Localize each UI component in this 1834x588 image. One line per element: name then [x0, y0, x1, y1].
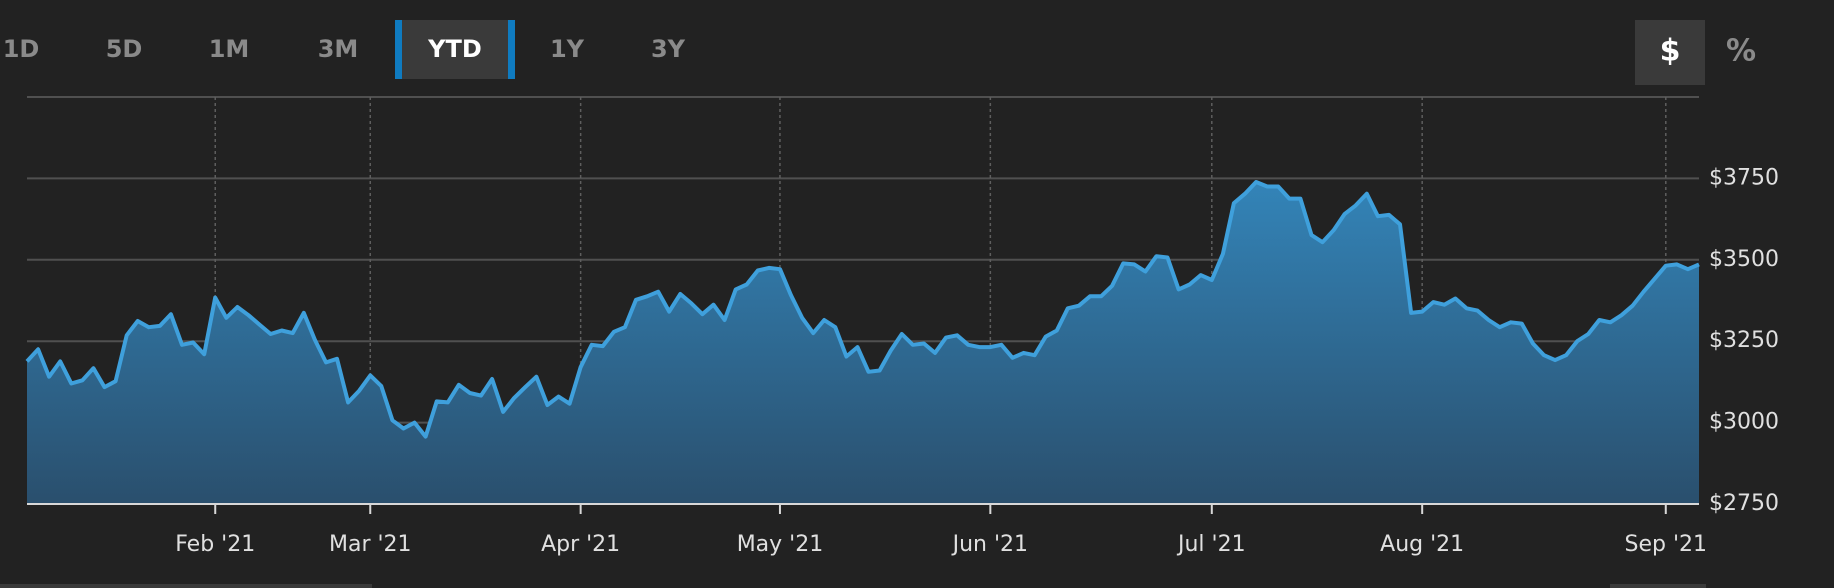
x-tick-label: Jun '21: [951, 532, 1028, 557]
y-tick-label: $2750: [1709, 491, 1779, 516]
y-tick-label: $3000: [1709, 410, 1779, 435]
x-tick-label: Aug '21: [1380, 532, 1464, 557]
range-button[interactable]: YTD: [427, 35, 482, 63]
plot: [25, 180, 1700, 504]
range-button[interactable]: 3Y: [651, 35, 686, 63]
scrollbar-track: [0, 584, 372, 588]
range-button[interactable]: 5D: [106, 35, 143, 63]
toolbar: 1D 5D 1M 3M YTD 1Y 3Y $%: [3, 20, 1756, 85]
axes: $2750 $3000 $3250 $3500 $3750 Feb '21 Mar '21 A…: [27, 165, 1779, 557]
unit-button[interactable]: %: [1726, 34, 1756, 69]
range-button[interactable]: 1D: [3, 35, 40, 63]
y-tick-label: $3750: [1709, 165, 1779, 190]
x-tick-label: Jul '21: [1176, 532, 1246, 557]
range-button[interactable]: 1Y: [550, 35, 585, 63]
range-button[interactable]: 3M: [318, 35, 359, 63]
y-tick-label: $3250: [1709, 328, 1779, 353]
area: [27, 182, 1699, 504]
line: [25, 180, 1700, 439]
selected-button-edge: [508, 20, 515, 79]
selected-button-edge: [395, 20, 402, 79]
x-tick-label: Apr '21: [541, 532, 620, 557]
y-tick-label: $3500: [1709, 247, 1779, 272]
selected-button-bg: [395, 20, 515, 79]
x-tick-label: Sep '21: [1625, 532, 1708, 557]
selected-button-bg: [1635, 20, 1705, 85]
unit-button[interactable]: $: [1660, 34, 1681, 69]
x-tick-label: May '21: [737, 532, 824, 557]
scrollbar-track: [1610, 584, 1706, 588]
x-tick-label: Mar '21: [329, 532, 412, 557]
x-tick-label: Feb '21: [175, 532, 255, 557]
range-button[interactable]: 1M: [209, 35, 250, 63]
